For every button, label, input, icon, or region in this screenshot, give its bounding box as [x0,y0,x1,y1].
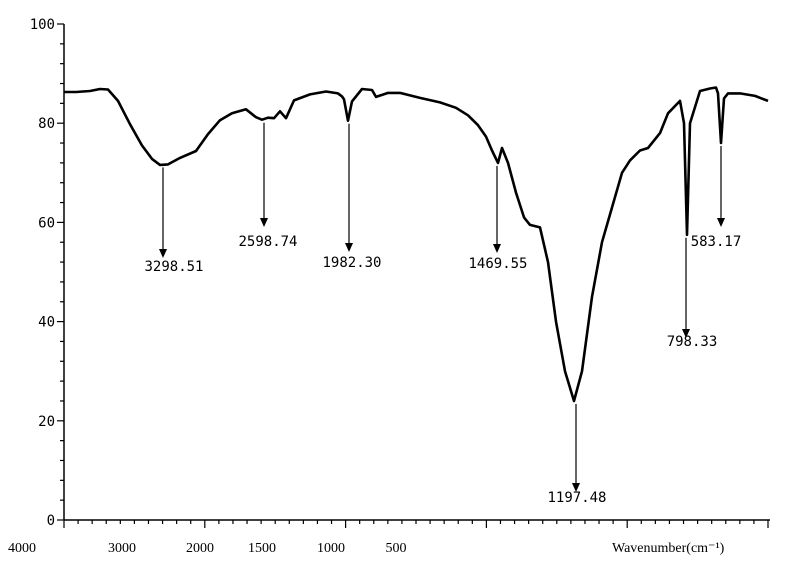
y-ticks: 0 20 40 60 80 100 [30,17,64,529]
peak-arrow-head [260,218,268,227]
spectrum-line [64,86,769,403]
peak-arrow-head [572,483,580,492]
x-tick-label: 4000 [8,541,36,556]
axes [63,24,770,521]
y-tick-label: 100 [30,17,55,33]
y-tick-label: 80 [38,116,55,132]
x-tick-label: 500 [386,541,407,556]
peak-arrow-head [717,218,725,227]
peak-label: 583.17 [691,234,742,250]
peak-arrow-head [345,243,353,252]
x-tick-label: 1500 [248,541,276,556]
y-tick-label: 60 [38,215,55,231]
peak-label: 1197.48 [547,490,606,506]
peak-label: 1469.55 [468,256,527,272]
y-tick-label: 20 [38,414,55,430]
y-tick-label: 40 [38,315,55,331]
peak-arrow-head [493,244,501,253]
x-tick-label: 3000 [108,541,136,556]
x-axis-title: Wavenumber(cm⁻¹) [612,541,725,556]
peak-label: 798.33 [667,334,718,350]
peak-label: 3298.51 [144,259,203,275]
peak-annotations: 3298.51 2598.74 1982.30 1469.55 1197.48 798.3… [144,122,742,506]
x-ticks: 4000 3000 2000 1500 1000 500 [8,520,769,556]
peak-arrow-head [159,249,167,258]
x-tick-label: 2000 [186,541,214,556]
peak-label: 2598.74 [238,234,297,250]
peak-arrow-head [682,329,690,338]
y-tick-label: 0 [47,513,55,529]
x-tick-label: 1000 [317,541,345,556]
peak-label: 1982.30 [322,255,381,271]
